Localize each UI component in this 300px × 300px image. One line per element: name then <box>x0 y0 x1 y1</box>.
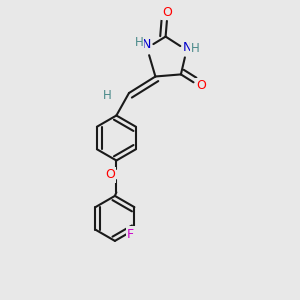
Text: O: O <box>196 79 206 92</box>
Text: N: N <box>141 38 151 52</box>
Text: H: H <box>134 36 143 49</box>
Text: H: H <box>191 42 200 55</box>
Text: O: O <box>105 168 115 182</box>
Text: H: H <box>103 88 112 102</box>
Text: O: O <box>163 6 172 19</box>
Text: F: F <box>127 228 134 241</box>
Text: N: N <box>183 41 192 54</box>
